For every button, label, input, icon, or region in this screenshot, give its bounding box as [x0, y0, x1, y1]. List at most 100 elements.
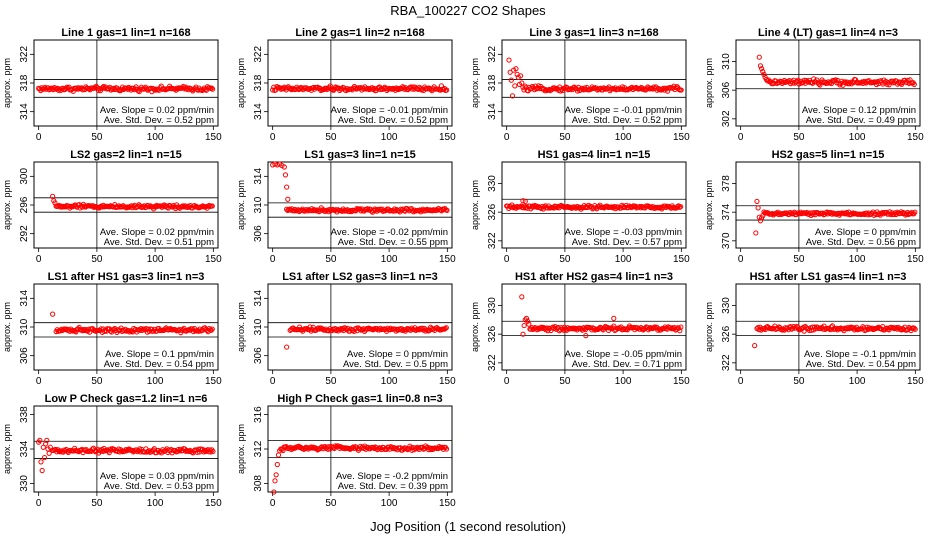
- y-tick-label: 314: [487, 103, 498, 120]
- panel-10: LS1 after LS2 gas=3 lin=1 n=3 0 50 100 150 30…: [236, 271, 456, 387]
- panel-14: High P Check gas=1 lin=0.8 n=3 0 50 100 150 3…: [236, 393, 456, 509]
- data-point-outlier: [756, 54, 762, 60]
- x-tick-label: 50: [325, 132, 337, 143]
- data-point: [136, 88, 142, 95]
- slope-stat: Ave. Slope = -0.01 ppm/min: [565, 105, 682, 116]
- x-tick-label: 100: [147, 498, 164, 509]
- data-point: [596, 325, 602, 331]
- panel-title: Line 4 (LT) gas=1 lin=4 n=3: [758, 27, 898, 39]
- x-tick-label: 50: [793, 376, 805, 387]
- plot-frame: [735, 161, 921, 249]
- x-tick-label: 150: [907, 254, 924, 265]
- y-tick-label: 318: [253, 74, 264, 91]
- data-point-outlier: [509, 93, 516, 99]
- y-tick-label: 310: [253, 318, 264, 335]
- std-dev-stat: Ave. Std. Dev. = 0.51 ppm: [104, 237, 214, 248]
- slope-stat: Ave. Slope = -0.03 ppm/min: [565, 227, 682, 238]
- data-point-outlier: [752, 343, 758, 349]
- std-dev-stat: Ave. Std. Dev. = 0.57 ppm: [572, 237, 682, 248]
- data-point-outlier: [284, 184, 290, 190]
- x-tick-label: 0: [738, 376, 744, 387]
- y-tick-label: 314: [253, 290, 264, 307]
- x-tick-label: 100: [147, 254, 164, 265]
- data-point-outlier: [272, 478, 278, 484]
- y-tick-label: 374: [721, 203, 732, 220]
- data-point-outlier: [522, 198, 528, 205]
- x-tick-label: 150: [439, 132, 456, 143]
- data-point: [837, 326, 843, 332]
- data-point: [189, 87, 195, 93]
- y-tick-label: 314: [253, 168, 264, 185]
- std-dev-stat: Ave. Std. Dev. = 0.49 ppm: [806, 115, 916, 126]
- data-point: [284, 85, 290, 91]
- y-tick-label: 310: [721, 53, 732, 70]
- data-point-outlier: [523, 315, 530, 321]
- data-point: [80, 87, 86, 93]
- plot-frame: [735, 39, 921, 127]
- x-tick-label: 100: [615, 132, 632, 143]
- data-point-outlier: [521, 322, 527, 329]
- data-point: [346, 445, 352, 452]
- y-axis-label: approx. ppm: [704, 180, 714, 230]
- data-point: [210, 448, 216, 455]
- data-point: [208, 85, 215, 91]
- y-tick-label: 322: [721, 354, 732, 371]
- slope-stat: Ave. Slope = -0.01 ppm/min: [331, 105, 448, 116]
- data-point: [194, 449, 200, 455]
- y-tick-label: 292: [19, 225, 30, 242]
- data-point: [443, 325, 449, 331]
- x-tick-label: 150: [205, 254, 222, 265]
- data-point-outlier: [506, 57, 512, 63]
- data-point: [678, 87, 684, 93]
- panel-title: Line 1 gas=1 lin=1 n=168: [61, 27, 190, 39]
- data-point-outlier: [50, 311, 56, 317]
- data-point: [912, 209, 918, 215]
- std-dev-stat: Ave. Std. Dev. = 0.53 ppm: [104, 481, 214, 492]
- data-point-outlier: [39, 467, 45, 474]
- data-point: [312, 207, 318, 213]
- y-tick-label: 338: [19, 406, 30, 423]
- y-tick-label: 322: [487, 46, 498, 63]
- data-point: [444, 87, 450, 93]
- y-tick-label: 326: [487, 325, 498, 342]
- y-axis-label: approx. ppm: [236, 180, 246, 230]
- data-point: [615, 86, 621, 92]
- std-dev-stat: Ave. Std. Dev. = 0.71 ppm: [572, 359, 682, 370]
- data-point-outlier: [760, 68, 766, 75]
- x-tick-label: 0: [36, 376, 42, 387]
- x-tick-label: 0: [270, 132, 276, 143]
- x-tick-label: 100: [381, 376, 398, 387]
- x-tick-label: 0: [504, 254, 510, 265]
- data-point-outlier: [753, 230, 759, 236]
- slope-stat: Ave. Slope = 0.1 ppm/min: [105, 349, 214, 360]
- data-point: [47, 86, 53, 92]
- x-tick-label: 0: [270, 376, 276, 387]
- data-point-outlier: [282, 172, 289, 178]
- y-tick-label: 308: [253, 475, 264, 492]
- y-tick-label: 314: [19, 290, 30, 307]
- data-point-outlier: [44, 437, 50, 443]
- data-point: [333, 327, 339, 334]
- y-axis-label: approx. ppm: [2, 424, 12, 474]
- x-tick-label: 150: [205, 376, 222, 387]
- y-tick-label: 306: [19, 347, 30, 364]
- data-point: [669, 325, 676, 331]
- x-tick-label: 100: [381, 498, 398, 509]
- y-tick-label: 310: [253, 196, 264, 213]
- data-point: [209, 326, 215, 332]
- plot-frame: [501, 161, 687, 249]
- std-dev-stat: Ave. Std. Dev. = 0.54 ppm: [806, 359, 916, 370]
- data-point: [270, 87, 276, 93]
- data-point-outlier: [38, 459, 44, 465]
- data-point: [546, 86, 552, 93]
- data-point-outlier: [37, 437, 43, 443]
- data-point: [325, 446, 331, 452]
- y-tick-label: 318: [487, 74, 498, 91]
- x-tick-label: 150: [439, 376, 456, 387]
- x-tick-label: 50: [91, 498, 103, 509]
- x-tick-label: 100: [849, 376, 866, 387]
- y-axis-label: approx. ppm: [2, 180, 12, 230]
- y-tick-label: 314: [253, 103, 264, 120]
- data-point-outlier: [271, 489, 277, 495]
- panel-13: Low P Check gas=1.2 lin=1 n=6 0 50 100 150 33…: [2, 393, 222, 509]
